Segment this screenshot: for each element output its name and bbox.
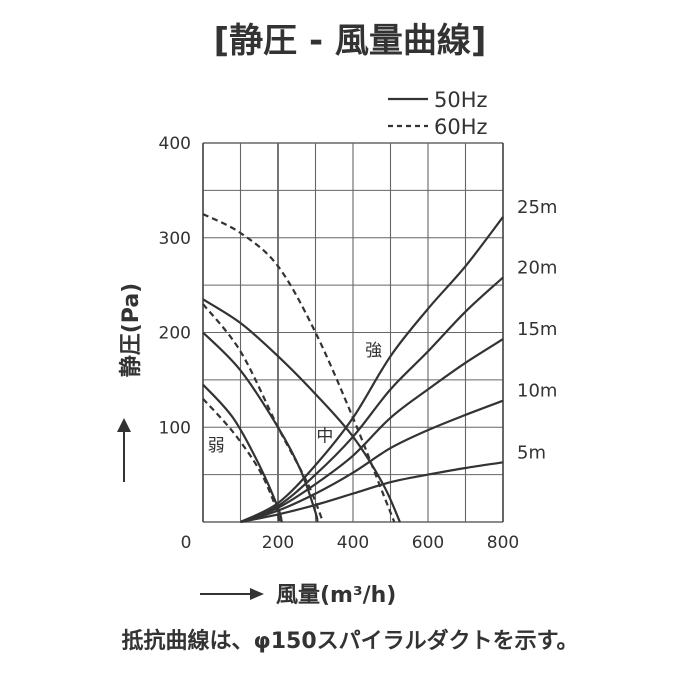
x-tick-400: 400 bbox=[337, 533, 369, 553]
resistance-curve-15m bbox=[240, 338, 504, 524]
legend-label-50hz: 50Hz bbox=[434, 88, 488, 112]
resistance-label-5m: 5m bbox=[517, 442, 546, 463]
x-axis-title-group: 風量(m³/h) bbox=[200, 583, 396, 608]
curve-60hz-3 bbox=[202, 213, 396, 523]
legend: 50Hz 60Hz bbox=[388, 88, 488, 139]
y-axis-title-group: 静圧(Pa) bbox=[117, 283, 144, 482]
x-tick-800: 800 bbox=[487, 533, 519, 553]
level-label-0: 強 bbox=[365, 341, 382, 361]
resistance-label-20m: 20m bbox=[517, 258, 557, 279]
resistance-curve-10m bbox=[240, 399, 504, 524]
y-tick-300: 300 bbox=[159, 229, 191, 249]
x-tick-600: 600 bbox=[412, 533, 444, 553]
y-axis-arrow-head bbox=[117, 418, 131, 432]
x-tick-0: 0 bbox=[181, 533, 192, 553]
y-tick-400: 400 bbox=[159, 134, 191, 154]
axis-tick-labels: 100 200 300 400 0 200 400 600 800 bbox=[159, 134, 520, 553]
y-axis-title: 静圧(Pa) bbox=[118, 283, 144, 378]
speed-level-labels: 強中弱 bbox=[208, 341, 383, 456]
x-tick-200: 200 bbox=[262, 533, 294, 553]
level-label-1: 中 bbox=[316, 426, 333, 446]
legend-label-60hz: 60Hz bbox=[434, 115, 488, 139]
resistance-curves: 25m 20m 15m 10m 5m bbox=[240, 197, 557, 524]
curve-50hz-1 bbox=[202, 331, 319, 523]
resistance-label-25m: 25m bbox=[517, 197, 557, 218]
resistance-note: 抵抗曲線は、φ150スパイラルダクトを示す。 bbox=[122, 628, 579, 654]
y-tick-100: 100 bbox=[159, 418, 191, 438]
resistance-curve-5m bbox=[240, 461, 504, 524]
plot-grid bbox=[202, 142, 504, 523]
curve-60hz-5 bbox=[202, 398, 281, 523]
resistance-label-10m: 10m bbox=[517, 381, 557, 402]
level-label-2: 弱 bbox=[208, 436, 225, 456]
x-axis-title: 風量(m³/h) bbox=[276, 583, 396, 608]
chart-title: [静圧 - 風量曲線] bbox=[214, 21, 487, 61]
performance-curves bbox=[202, 213, 401, 523]
resistance-label-15m: 15m bbox=[517, 319, 557, 340]
y-tick-200: 200 bbox=[159, 324, 191, 344]
resistance-curve-20m bbox=[240, 276, 504, 524]
curve-60hz-4 bbox=[202, 303, 325, 523]
x-axis-arrow-head bbox=[250, 588, 264, 600]
resistance-curve-25m bbox=[240, 216, 504, 523]
